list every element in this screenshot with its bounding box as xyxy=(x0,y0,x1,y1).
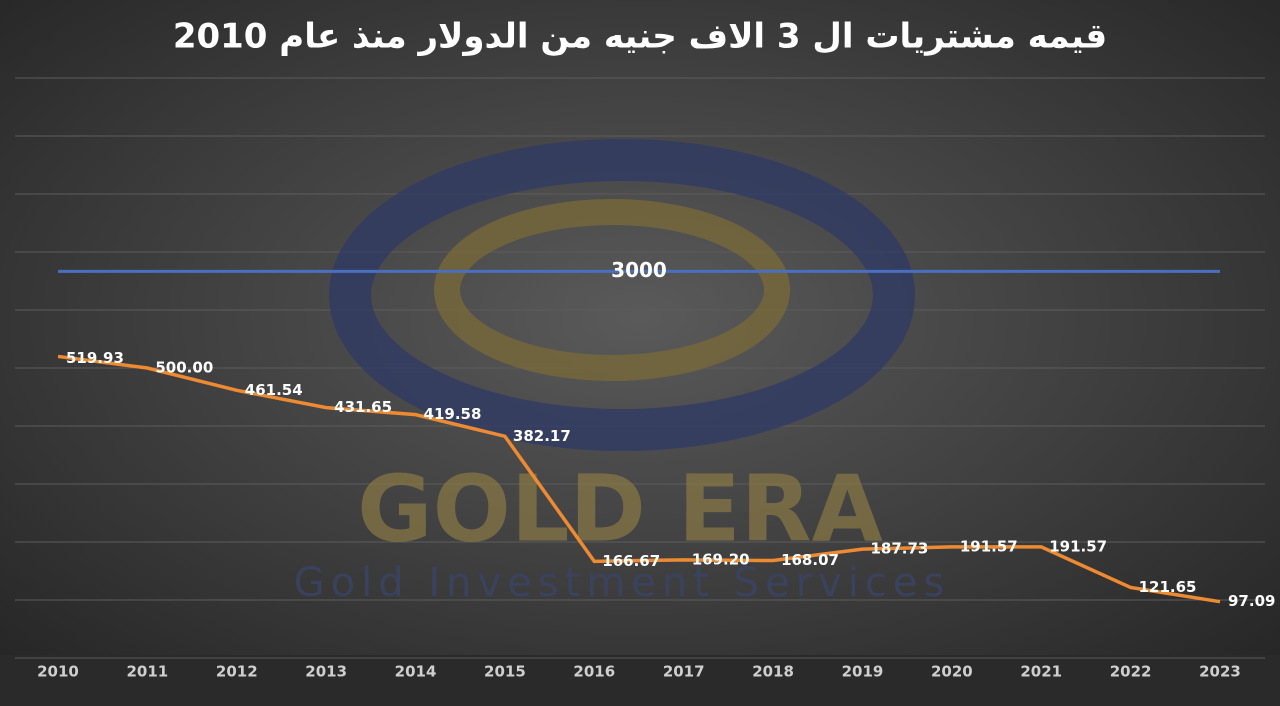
x-tick-label: 2012 xyxy=(216,663,258,681)
x-tick-label: 2023 xyxy=(1199,663,1241,681)
data-label: 419.58 xyxy=(424,405,482,423)
data-label: 519.93 xyxy=(66,349,124,367)
chart-title: قيمه مشتريات ال 3 الاف جنيه من الدولار م… xyxy=(173,17,1107,57)
data-label: 382.17 xyxy=(513,427,571,445)
x-axis-band xyxy=(0,655,1280,706)
data-label: 168.07 xyxy=(781,551,839,569)
data-label: 431.65 xyxy=(334,398,392,416)
data-label: 169.20 xyxy=(692,550,750,568)
x-tick-label: 2020 xyxy=(931,663,973,681)
data-label: 461.54 xyxy=(245,381,303,399)
x-tick-label: 2015 xyxy=(484,663,526,681)
x-tick-label: 2016 xyxy=(573,663,615,681)
x-tick-label: 2011 xyxy=(127,663,169,681)
x-tick-label: 2013 xyxy=(305,663,347,681)
data-label: 121.65 xyxy=(1139,578,1197,596)
x-tick-label: 2010 xyxy=(37,663,79,681)
data-label: 191.57 xyxy=(1049,537,1107,555)
x-tick-label: 2022 xyxy=(1110,663,1152,681)
watermark: GOLD ERA xyxy=(357,455,883,562)
x-tick-label: 2018 xyxy=(752,663,794,681)
x-tick-label: 2021 xyxy=(1020,663,1062,681)
x-tick-label: 2019 xyxy=(842,663,884,681)
watermark-subtitle: Gold Investment Services xyxy=(294,560,951,606)
watermark-ring xyxy=(329,139,915,451)
data-label: 97.09 xyxy=(1228,592,1275,610)
series-line xyxy=(57,354,1221,604)
data-label: 191.57 xyxy=(960,537,1018,555)
data-label: 500.00 xyxy=(155,359,213,377)
watermark-g xyxy=(434,199,790,381)
x-tick-label: 2014 xyxy=(395,663,437,681)
data-label: 187.73 xyxy=(870,540,928,558)
data-label: 166.67 xyxy=(602,552,660,570)
x-tick-label: 2017 xyxy=(663,663,705,681)
data-label: 3000 xyxy=(611,258,667,282)
